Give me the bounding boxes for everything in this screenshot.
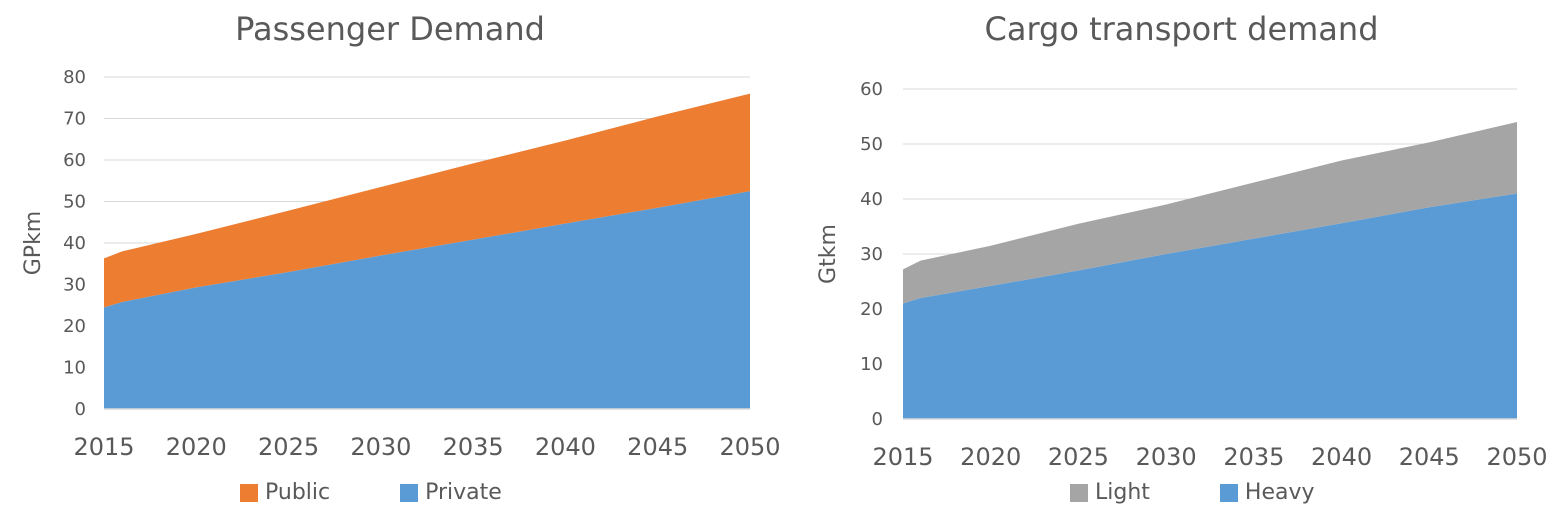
x-tick-label: 2025: [258, 433, 319, 461]
legend-item-light: Light: [1070, 480, 1150, 505]
legend-item-private: Private: [400, 480, 502, 505]
x-tick-label: 2045: [627, 433, 688, 461]
y-tick-label: 20: [860, 299, 883, 320]
x-tick-label: 2040: [535, 433, 596, 461]
y-tick-label: 10: [63, 358, 86, 379]
legend-label-private: Private: [425, 480, 502, 505]
area-series-private: [104, 191, 750, 409]
x-tick-label: 2020: [960, 443, 1021, 471]
y-tick-label: 30: [860, 244, 883, 265]
y-tick-label: 50: [860, 134, 883, 155]
legend-item-public: Public: [240, 480, 330, 505]
area-series-public: [104, 93, 750, 308]
legend-item-heavy: Heavy: [1219, 480, 1315, 505]
chart-title: Passenger Demand: [235, 10, 545, 48]
x-tick-label: 2045: [1399, 443, 1460, 471]
y-tick-label: 60: [860, 79, 883, 100]
y-tick-label: 70: [63, 109, 86, 130]
area-series-heavy: [903, 193, 1517, 419]
legend-label-heavy: Heavy: [1244, 480, 1315, 505]
y-tick-label: 30: [63, 275, 86, 296]
chart-title: Cargo transport demand: [984, 10, 1379, 48]
y-tick-label: 10: [860, 354, 883, 375]
y-tick-label: 0: [75, 399, 86, 420]
cargo-demand-chart: Cargo transport demand 0 10 20 30 40 50 60 2015…: [795, 0, 1553, 517]
x-tick-label: 2030: [1136, 443, 1197, 471]
y-tick-label: 60: [63, 150, 86, 171]
legend-label-light: Light: [1095, 480, 1150, 505]
legend-swatch-public: [240, 483, 258, 502]
y-tick-label: 80: [63, 67, 86, 88]
legend: Light Heavy: [1070, 480, 1385, 505]
x-tick-label: 2020: [166, 433, 227, 461]
legend-swatch-heavy: [1219, 483, 1238, 502]
y-axis-label: Gtkm: [816, 224, 841, 284]
area-series-light: [903, 122, 1517, 304]
x-tick-label: 2015: [872, 443, 933, 471]
x-tick-label: 2050: [719, 433, 780, 461]
y-axis-label: GPkm: [21, 211, 46, 276]
y-tick-label: 40: [63, 233, 86, 254]
x-tick-label: 2035: [1223, 443, 1284, 471]
legend-swatch-private: [400, 483, 419, 502]
y-tick-label: 0: [872, 409, 883, 430]
x-tick-label: 2015: [73, 433, 134, 461]
y-tick-label: 20: [63, 316, 86, 337]
y-tick-label: 50: [63, 192, 86, 213]
passenger-demand-chart: Passenger Demand 0 10 20 30 40 50 60 70 80 2015 20…: [21, 10, 781, 505]
x-tick-label: 2025: [1048, 443, 1109, 471]
y-tick-label: 40: [860, 189, 883, 210]
x-tick-label: 2050: [1486, 443, 1547, 471]
legend: Public Private: [240, 480, 572, 505]
x-tick-label: 2030: [350, 433, 411, 461]
legend-label-public: Public: [265, 480, 331, 505]
x-tick-label: 2035: [443, 433, 504, 461]
x-tick-label: 2040: [1311, 443, 1372, 471]
legend-swatch-light: [1070, 483, 1088, 502]
